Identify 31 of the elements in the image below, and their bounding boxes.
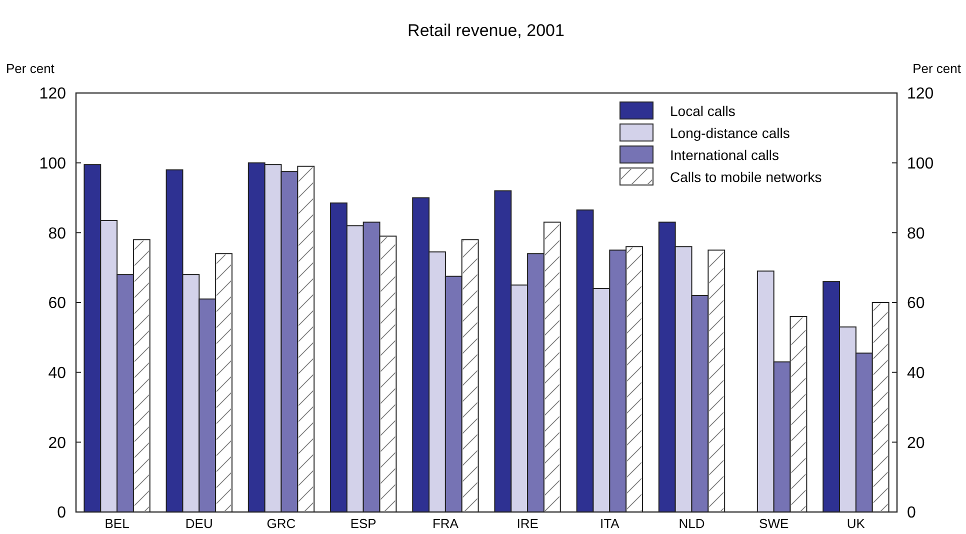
x-tick-label: ITA (600, 516, 620, 531)
y-axis-title: Per cent (6, 61, 55, 76)
y2-tick-label: 40 (907, 364, 925, 382)
y2-tick-label: 100 (907, 155, 934, 172)
x-tick-label: BEL (104, 516, 130, 531)
y-tick-label: 40 (48, 364, 66, 382)
y-tick-label: 60 (48, 295, 66, 312)
y-tick-label: 0 (57, 504, 66, 522)
y2-tick-label: 60 (907, 295, 925, 312)
legend-label: Calls to mobile networks (670, 168, 822, 185)
chart-title: Retail revenue, 2001 (408, 21, 564, 40)
y-tick-label: 20 (48, 434, 66, 452)
x-tick-label: IRE (516, 516, 539, 531)
legend-label: International calls (670, 146, 779, 163)
x-tick-label: ESP (350, 516, 376, 531)
y-tick-label: 120 (39, 86, 66, 103)
x-tick-label: UK (846, 516, 866, 531)
legend-label: Local calls (670, 102, 736, 119)
x-tick-label: NLD (678, 516, 705, 531)
y-tick-label: 100 (39, 155, 66, 172)
y2-tick-label: 80 (907, 225, 925, 242)
y2-tick-label: 120 (907, 86, 934, 103)
x-tick-label: FRA (432, 516, 459, 531)
x-tick-label: DEU (185, 516, 213, 531)
y-tick-label: 80 (48, 225, 66, 242)
y2-tick-label: 20 (907, 434, 925, 452)
x-tick-label: GRC (266, 516, 296, 531)
legend-label: Long-distance calls (670, 124, 790, 141)
y2-tick-label: 0 (907, 504, 916, 522)
y2-axis-title: Per cent (912, 61, 962, 76)
x-tick-label: SWE (759, 516, 789, 531)
